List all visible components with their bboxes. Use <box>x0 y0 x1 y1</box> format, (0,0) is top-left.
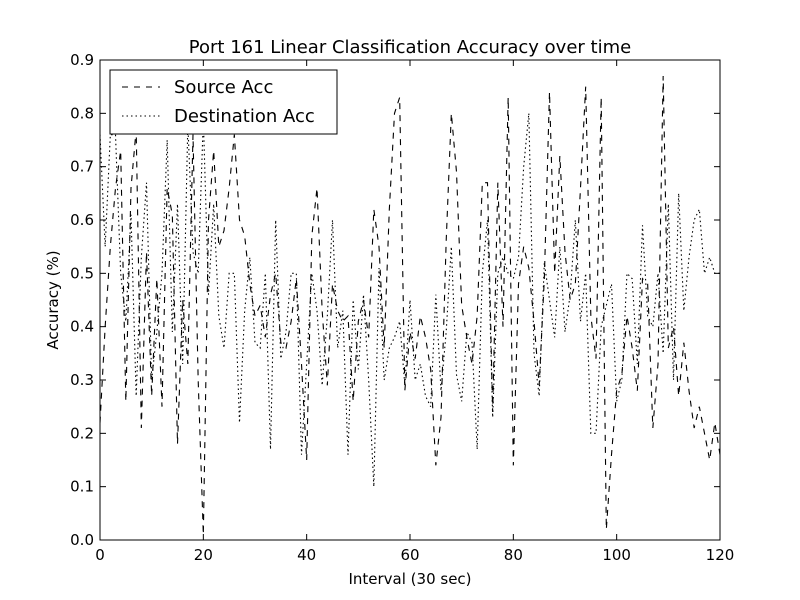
x-tick-label: 120 <box>706 546 735 564</box>
x-tick-label: 0 <box>95 546 105 564</box>
x-tick-label: 60 <box>400 546 419 564</box>
legend-label: Destination Acc <box>174 106 315 127</box>
legend-label: Source Acc <box>174 77 273 98</box>
y-tick-label: 0.9 <box>70 51 94 69</box>
series-line-source-acc <box>100 75 720 535</box>
x-axis-label: Interval (30 sec) <box>348 570 471 588</box>
y-tick-label: 0.4 <box>70 318 94 336</box>
y-tick-label: 0.3 <box>70 371 94 389</box>
chart-title: Port 161 Linear Classification Accuracy … <box>189 37 631 58</box>
legend: Source Acc Destination Acc <box>109 69 338 135</box>
x-tick-label: 20 <box>194 546 213 564</box>
legend-box <box>109 69 338 135</box>
y-tick-label: 0.1 <box>70 478 94 496</box>
x-tick-label: 100 <box>602 546 631 564</box>
y-tick-label: 0.7 <box>70 158 94 176</box>
y-tick-label: 0.0 <box>70 531 94 549</box>
y-tick-label: 0.6 <box>70 211 94 229</box>
plot-area: 0 20 40 60 80 100 120 0.0 0.1 0.2 0.3 0.4 0.5 0.6 0.7 0… <box>70 51 734 564</box>
y-axis-label: Accuracy (%) <box>44 250 62 349</box>
x-tick-label: 40 <box>297 546 316 564</box>
y-tick-label: 0.2 <box>70 424 94 442</box>
y-tick-label: 0.5 <box>70 264 94 282</box>
axes-layer: 0 20 40 60 80 100 120 0.0 0.1 0.2 0.3 0.4 0.5 0.6 0.7 0… <box>70 51 734 564</box>
x-tick-label: 80 <box>504 546 523 564</box>
y-tick-label: 0.8 <box>70 104 94 122</box>
